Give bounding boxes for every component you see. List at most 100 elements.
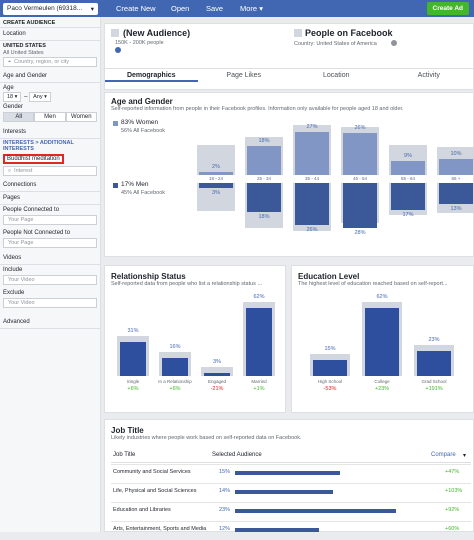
age-label: Age [0,83,100,92]
tab-activity[interactable]: Activity [383,69,474,82]
bar [246,308,272,376]
age-category-label: 65 + [437,176,474,181]
info-icon-right[interactable] [391,40,397,46]
videos-section[interactable]: Videos [0,252,100,265]
gender-men-button[interactable]: Men [34,112,65,122]
bar [313,360,347,377]
gender-toggle: All Men Women [3,112,97,122]
bar-category-label: Engaged [197,379,237,384]
bar-category-label: In a Relationship [155,379,195,384]
bar [417,351,451,376]
job-name: Community and Social Services [113,469,209,475]
age-category-label: 45 - 54 [341,176,379,181]
men-swatch [113,183,118,188]
men-bar [343,183,377,228]
include-video-input[interactable]: Your Video [3,275,97,285]
age-to-value: Any [33,94,42,100]
gender-label: Gender [0,102,100,111]
interests-path: INTERESTS > ADDITIONAL INTERESTS [0,139,100,153]
more-label: More [240,4,257,13]
women-all: 56% All Facebook [121,128,165,134]
not-connected-page-placeholder: Your Page [8,240,34,246]
age-gender-section[interactable]: Age and Gender [0,70,100,83]
women-bar [439,159,473,175]
job-delta: +47% [445,469,459,475]
interest-tag[interactable]: Buddhist meditation [3,154,64,164]
tab-page-likes[interactable]: Page Likes [198,69,291,82]
interests-section[interactable]: Interests [0,126,100,139]
women-bar [247,146,281,175]
advanced-section[interactable]: Advanced [0,316,100,329]
people-on-facebook-title: People on Facebook [305,28,393,38]
create-audience-heading: CREATE AUDIENCE [0,17,100,28]
more-button[interactable]: More ▾ [240,4,263,13]
women-pct: 83% Women [121,119,158,126]
bar-value-label: 23% [414,337,454,343]
compare-button[interactable]: Compare [431,452,456,458]
table-row[interactable]: Life, Physical and Social Sciences 14% +10… [111,483,471,502]
tab-demographics[interactable]: Demographics [105,69,198,82]
open-button[interactable]: Open [171,4,189,13]
job-bar [235,509,396,513]
audience-icon [111,29,119,37]
exclude-video-input[interactable]: Your Video [3,298,97,308]
women-bar [343,133,377,175]
interest-input[interactable]: ⌕Interest [3,166,97,176]
location-section[interactable]: Location [0,28,100,41]
gender-all-button[interactable]: All [3,112,34,122]
interest-placeholder: Interest [14,168,32,174]
men-bar [439,183,473,204]
education-chart: 15%High School-53%62%College+23%23%Grad … [296,294,471,412]
age-to-select[interactable]: Any ▾ [29,92,51,102]
job-name: Life, Physical and Social Sciences [113,488,209,494]
include-label: Include [0,265,100,274]
bar-delta-label: +191% [414,386,454,392]
men-bar [295,183,329,225]
location-input[interactable]: ⌖Country, region, or city [3,57,97,67]
bar-category-label: Married [239,379,279,384]
pages-section[interactable]: Pages [0,192,100,205]
job-pct: 14% [219,488,230,494]
connections-section[interactable]: Connections [0,179,100,192]
bar-value-label: 3% [201,359,233,365]
relationship-chart: 31%Single+6%16%In a Relationship+6%3%Eng… [109,294,283,412]
bar-delta-label: +1% [243,386,275,392]
job-title-desc: Likely industries where people work base… [111,435,301,441]
save-button[interactable]: Save [206,4,223,13]
location-label: Location [3,31,26,37]
relationship-card: Relationship Status Self-reported data f… [104,265,286,413]
country-subtitle: Country: United States of America [294,41,377,47]
bar-category-label: Single [113,379,153,384]
main-area: (New Audience) 150K - 200K people People… [104,17,474,532]
caret-down-icon: ▾ [259,4,263,13]
age-from-select[interactable]: 18 ▾ [3,92,21,102]
age-gender-card: Age and Gender Self-reported information… [104,92,474,257]
create-ad-button[interactable]: Create Ad [427,2,469,15]
age-category-label: 18 - 24 [197,176,235,181]
women-swatch [113,121,118,126]
women-bar [295,132,329,175]
bar-delta-label: -21% [201,386,233,392]
not-connected-page-input[interactable]: Your Page [3,238,97,248]
job-delta: +103% [445,488,462,494]
pin-icon: ⌖ [8,59,11,66]
tab-location[interactable]: Location [290,69,383,82]
job-bar [235,528,319,532]
relationship-desc: Self-reported data from people who list … [111,281,281,287]
women-pct-label: 2% [197,164,235,170]
info-icon[interactable] [115,47,121,53]
top-bar: Paco Vermeulen (69318...▾ Create New Ope… [0,0,474,17]
connected-page-input[interactable]: Your Page [3,215,97,225]
account-selector[interactable]: Paco Vermeulen (69318...▾ [3,3,98,15]
sort-down-icon[interactable]: ▾ [463,452,466,459]
job-title-heading: Job Title [111,426,144,435]
gender-women-button[interactable]: Women [66,112,97,122]
job-table-header: Job Title Selected Audience Compare ▾ [111,452,471,463]
create-new-button[interactable]: Create New [116,4,156,13]
people-connected-label: People Connected to [0,205,100,214]
videos-label: Videos [3,255,21,261]
bar-delta-label: +23% [362,386,402,392]
